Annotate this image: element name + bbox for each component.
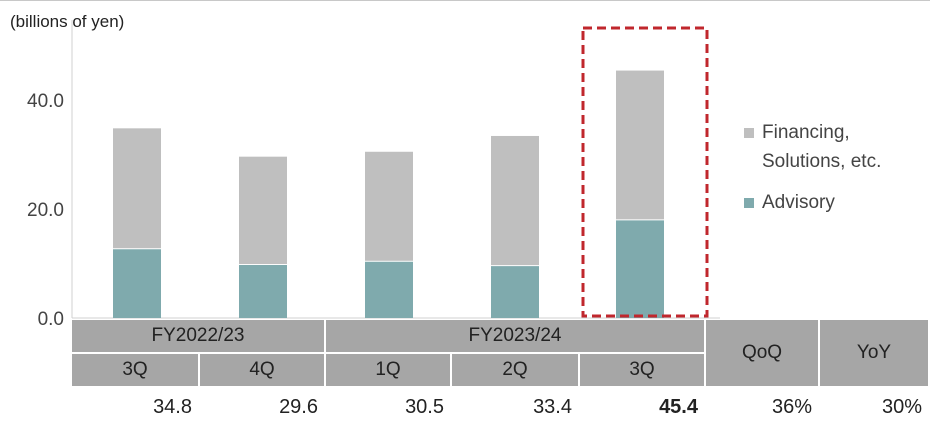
table-quarter-4q-fy2022: 4Q [200,354,326,388]
bar-segment-financing [113,128,161,249]
table-header-fy2023: FY2023/24 [326,320,706,354]
total-value-2q-fy2023: 33.4 [533,396,572,418]
bar-segment-advisory [491,265,539,318]
table-header-yoy: YoY [820,320,930,388]
total-value-3q-fy2022: 34.8 [153,396,192,418]
unit-label: (billions of yen) [10,12,125,31]
y-tick-label: 40.0 [27,91,64,112]
table-quarter-3q-fy2022: 3Q [72,354,200,388]
bar-segment-advisory [239,264,287,318]
stacked-bar-chart: 0.0 20.0 40.0 [27,20,720,330]
y-tick-label: 20.0 [27,200,64,221]
table-header-qoq: QoQ [706,320,820,388]
legend-swatch-advisory [744,198,754,208]
y-tick-label: 0.0 [38,309,64,330]
top-divider [0,0,930,1]
qoq-value: 36% [771,396,812,418]
table-quarter-2q-fy2023: 2Q [452,354,580,388]
table-quarter-3q-fy2023: 3Q [580,354,706,388]
legend-label-advisory: Advisory [762,192,835,213]
bar-segment-advisory [113,248,161,318]
table-header-fy2022: FY2022/23 [72,320,326,354]
table-quarter-1q-fy2023: 1Q [326,354,452,388]
bar-segment-financing [616,70,664,220]
bar-segment-financing [491,135,539,266]
legend-swatch-financing [744,128,754,138]
bar-segment-financing [239,156,287,265]
total-value-4q-fy2022: 29.6 [279,396,318,418]
total-value-3q-fy2023: 45.4 [659,396,698,418]
legend-label-financing-line2: Solutions, etc. [762,151,882,172]
yoy-value: 30% [881,396,922,418]
total-value-1q-fy2023: 30.5 [405,396,444,418]
legend-label-financing-line1: Financing, [762,122,850,143]
bar-segment-advisory [616,219,664,318]
bar-segment-advisory [365,260,413,318]
highlight-box [581,26,709,318]
bar-segment-financing [365,151,413,261]
